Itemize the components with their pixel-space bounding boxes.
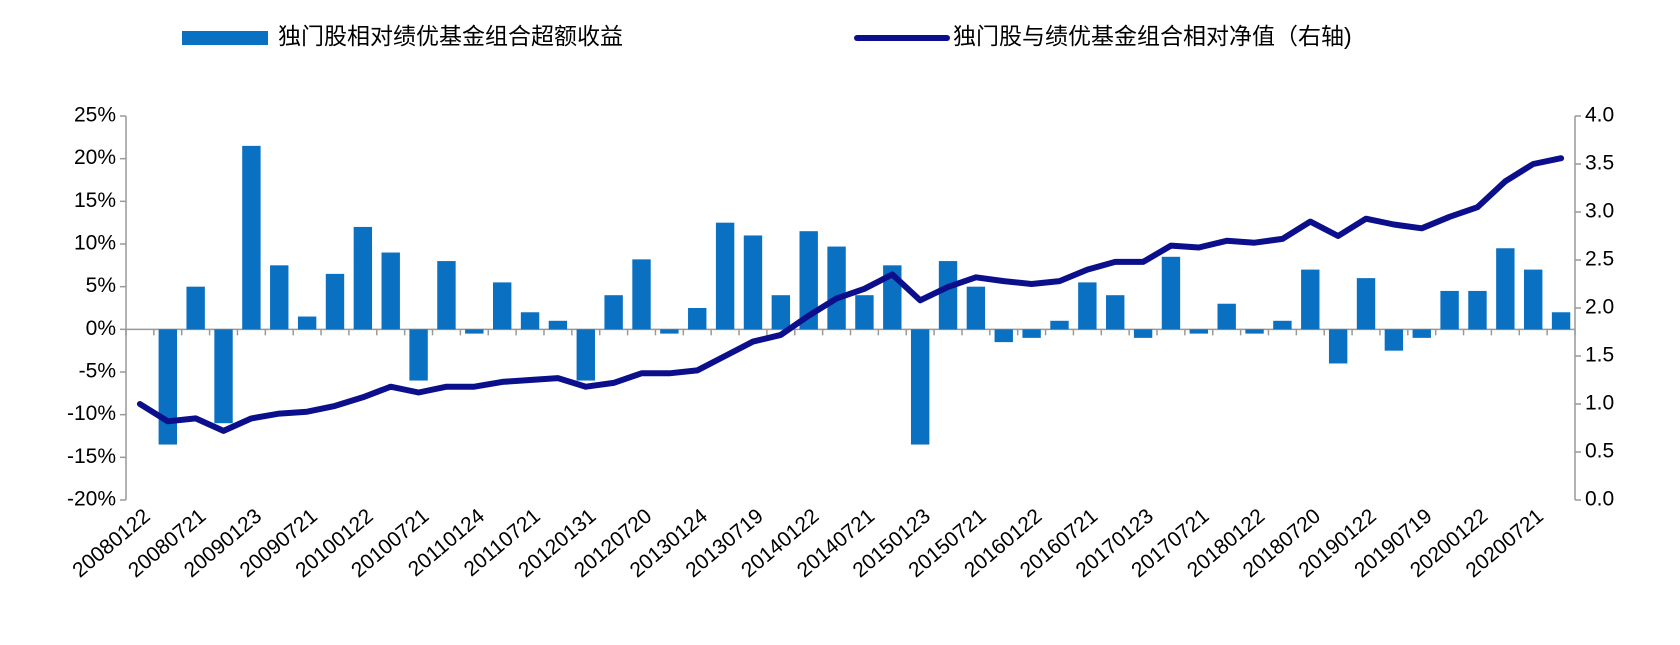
bar xyxy=(1050,320,1069,330)
bar xyxy=(1384,329,1404,351)
y-tick-label: -20% xyxy=(67,488,116,511)
bar xyxy=(1022,329,1041,338)
bar xyxy=(910,329,930,445)
bar xyxy=(353,226,373,330)
bar xyxy=(827,246,846,330)
y2-tick-label: 3.5 xyxy=(1585,152,1614,175)
bar xyxy=(994,329,1013,343)
bar xyxy=(214,329,233,424)
bar xyxy=(1524,269,1543,330)
bar xyxy=(938,261,958,330)
y-tick-label: 10% xyxy=(74,232,116,255)
bar xyxy=(1412,329,1431,338)
y-tick-label: -10% xyxy=(67,402,116,425)
bar xyxy=(632,259,651,330)
legend-label: 独门股与绩优基金组合相对净值（右轴) xyxy=(953,23,1352,49)
bar xyxy=(492,282,512,330)
y-tick-label: 0% xyxy=(86,317,116,340)
bar xyxy=(743,235,763,330)
bar xyxy=(1356,278,1376,330)
y-tick-label: -15% xyxy=(67,445,116,468)
bar xyxy=(437,261,456,330)
bar xyxy=(771,295,791,330)
y2-tick-label: 0.0 xyxy=(1585,488,1614,511)
bar xyxy=(1245,329,1264,334)
bar xyxy=(1106,295,1125,330)
y2-tick-label: 2.5 xyxy=(1585,248,1614,271)
bar xyxy=(1496,248,1515,330)
bar xyxy=(186,286,205,330)
bar xyxy=(1440,290,1459,330)
y2-tick-label: 2.0 xyxy=(1585,296,1614,319)
y-tick-label: -5% xyxy=(79,360,116,383)
bar xyxy=(604,295,623,330)
bar xyxy=(242,145,261,330)
y2-tick-label: 1.5 xyxy=(1585,344,1614,367)
legend-label: 独门股相对绩优基金组合超额收益 xyxy=(278,23,623,49)
bar xyxy=(1328,329,1348,364)
line xyxy=(136,155,1565,434)
y-tick-label: 5% xyxy=(86,274,116,297)
y-tick-label: 15% xyxy=(74,189,116,212)
bar xyxy=(799,231,818,330)
bar xyxy=(688,308,707,330)
bar xyxy=(1301,269,1320,330)
bar xyxy=(855,295,874,330)
bar xyxy=(1189,329,1209,334)
bar xyxy=(325,273,345,330)
bar xyxy=(297,316,317,330)
y2-tick-label: 0.5 xyxy=(1585,440,1614,463)
bar xyxy=(270,265,289,330)
bar xyxy=(520,312,540,330)
y2-tick-label: 1.0 xyxy=(1585,392,1614,415)
bar xyxy=(548,320,568,330)
bar xyxy=(381,252,400,330)
bar xyxy=(576,329,595,381)
bar xyxy=(966,286,986,330)
y-tick-label: 20% xyxy=(74,146,116,169)
bar xyxy=(1551,312,1571,330)
bar xyxy=(409,329,428,381)
bar xyxy=(465,329,484,334)
legend-swatch xyxy=(182,31,268,45)
bar xyxy=(1468,290,1487,330)
y2-tick-label: 3.0 xyxy=(1585,200,1614,223)
bar xyxy=(660,329,679,334)
bar xyxy=(158,329,177,445)
bar xyxy=(1273,320,1292,330)
bar xyxy=(715,222,735,330)
bar xyxy=(1133,329,1153,338)
bar xyxy=(1161,256,1181,330)
bar xyxy=(1217,303,1236,330)
y-tick-label: 25% xyxy=(74,104,116,127)
y2-tick-label: 4.0 xyxy=(1585,104,1614,127)
bar xyxy=(1078,282,1097,330)
